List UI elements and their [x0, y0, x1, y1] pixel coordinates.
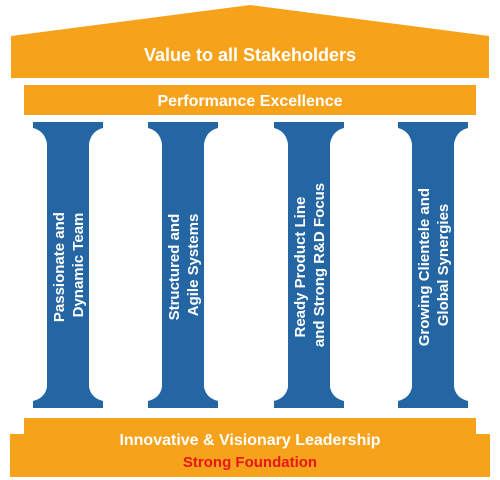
- pillar-2-line-1: Structured and: [166, 214, 183, 321]
- pillar-2-line-2: Agile Systems: [185, 214, 202, 317]
- pillar-2: Structured and Agile Systems: [148, 122, 218, 408]
- pillar-4: Growing Clientele and Global Synergies: [398, 122, 468, 408]
- pillar-1-line-2: Dynamic Team: [70, 213, 87, 318]
- pillar-3-shape: [274, 122, 344, 408]
- roof-shape: [11, 5, 489, 78]
- beam-label: Performance Excellence: [158, 93, 343, 110]
- beam-shape: [24, 85, 476, 115]
- beam: Performance Excellence: [24, 85, 476, 115]
- roof: Value to all Stakeholders: [11, 5, 489, 78]
- pillar-3-line-2: and Strong R&D Focus: [311, 183, 328, 347]
- pillar-3-label: Ready Product Line and Strong R&D Focus: [292, 183, 328, 347]
- pillar-1-shape: [33, 122, 103, 408]
- pillar-1: Passionate and Dynamic Team: [33, 122, 103, 408]
- pillar-2-shape: [148, 122, 218, 408]
- pillar-2-label: Structured and Agile Systems: [166, 210, 202, 321]
- pillar-4-line-1: Growing Clientele and: [416, 188, 433, 346]
- base: Innovative & Visionary Leadership Strong…: [10, 418, 490, 477]
- pillar-1-line-1: Passionate and: [51, 212, 68, 322]
- pillar-4-label: Growing Clientele and Global Synergies: [416, 184, 452, 347]
- roof-label: Value to all Stakeholders: [144, 45, 356, 65]
- pillar-3-line-1: Ready Product Line: [292, 197, 309, 338]
- pillar-4-shape: [398, 122, 468, 408]
- pillar-1-label: Passionate and Dynamic Team: [51, 208, 87, 322]
- pillar-3: Ready Product Line and Strong R&D Focus: [274, 122, 344, 408]
- base-shape: [10, 418, 490, 477]
- foundation-label: Strong Foundation: [183, 454, 317, 471]
- base-label: Innovative & Visionary Leadership: [119, 432, 380, 449]
- pillar-4-line-2: Global Synergies: [435, 204, 452, 327]
